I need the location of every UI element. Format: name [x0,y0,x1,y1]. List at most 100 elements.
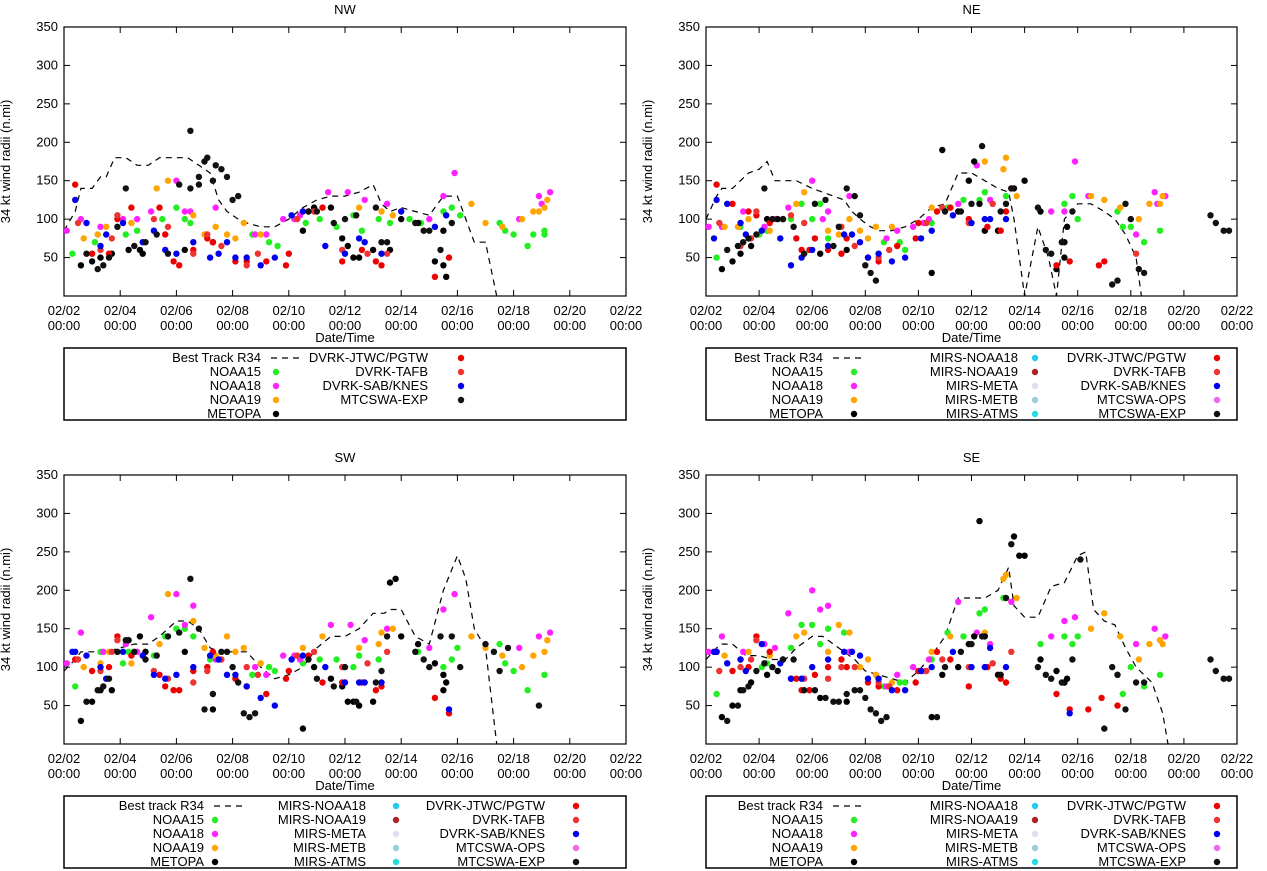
data-point [1132,250,1140,257]
x-tick-label: 00:00 [849,318,882,333]
data-point [923,667,930,675]
legend-dot-marker [572,858,580,866]
data-point [785,610,792,617]
x-tick-label: 00:00 [160,318,193,333]
data-point [251,663,259,671]
data-point [195,625,203,632]
data-point [1140,679,1148,686]
legend-label: MIRS-META [946,378,1018,393]
legend-label: MIRS-NOAA18 [278,798,366,813]
data-point [1212,667,1220,675]
data-point [190,602,197,609]
data-point [288,656,295,663]
legend-label: Best track R34 [119,798,204,813]
data-point [734,242,742,250]
data-point [299,652,307,659]
data-point [243,663,250,671]
data-point [1087,625,1095,632]
data-point [119,660,127,667]
data-point [518,215,526,223]
data-point [745,215,752,223]
x-axis-label: Date/Time [942,330,1001,345]
data-point [204,154,211,161]
data-point [375,656,382,663]
data-point [840,629,848,636]
data-point [72,196,79,204]
data-point [901,254,909,261]
plot-frame [705,474,1238,745]
data-point [524,687,531,694]
data-point [894,227,901,234]
x-tick-label: 02/06 [796,751,829,766]
data-point [901,687,909,694]
legend-label: MTCSWA-EXP [1098,406,1186,421]
legend-dot-marker [572,830,580,838]
data-point [114,212,121,219]
data-point [1069,192,1076,200]
data-point [801,189,808,196]
data-point [431,694,439,702]
legend-dot-marker [1213,368,1221,376]
data-point [383,633,391,640]
data-point [122,185,129,192]
data-point [1085,706,1092,713]
data-point [801,219,808,227]
data-point [875,250,882,257]
data-point [978,633,986,640]
legend-label: MIRS-NOAA19 [278,812,366,827]
data-point [724,246,731,254]
data-point [223,633,231,640]
data-point [457,663,464,671]
data-point [1119,690,1127,698]
data-point [369,246,377,254]
data-point [263,231,270,238]
data-point [443,679,450,686]
data-point [971,633,978,640]
x-tick-label: 02/16 [1061,303,1094,318]
data-point [448,204,455,211]
data-point [375,215,382,223]
data-point [822,694,829,702]
data-point [294,215,301,223]
data-point [88,698,96,705]
data-point [1225,227,1233,234]
data-point [251,710,259,717]
data-point [737,219,744,227]
data-point [1002,679,1010,686]
data-point [888,223,896,230]
data-point [1119,223,1127,230]
data-point [201,706,208,713]
data-point [229,663,236,671]
data-point [745,683,752,690]
data-point [355,235,363,242]
data-point [147,208,155,215]
data-point [779,215,787,223]
data-point [745,648,752,655]
legend-label: MTCSWA-OPS [1097,840,1186,855]
data-point [223,239,231,246]
data-point [280,652,287,659]
data-point [1002,571,1010,579]
data-point [947,633,954,640]
legend-dot-marker [392,802,400,810]
data-point [412,648,419,655]
data-point [1156,200,1164,207]
data-point [100,648,107,655]
data-point [383,648,391,655]
data-point [872,223,880,230]
x-tick-label: 00:00 [554,766,587,781]
data-point [164,250,172,257]
x-tick-label: 00:00 [902,318,935,333]
data-point [838,250,845,257]
data-point [901,246,909,254]
series-mtcswa-exp [83,127,455,273]
legend-label: NOAA19 [153,840,204,855]
data-point [299,227,307,234]
data-point [440,192,447,200]
x-tick-label: 00:00 [329,318,362,333]
legend-dot-marker [850,368,858,376]
data-point [777,235,784,242]
data-point [443,212,450,219]
best-track-line [64,157,498,296]
